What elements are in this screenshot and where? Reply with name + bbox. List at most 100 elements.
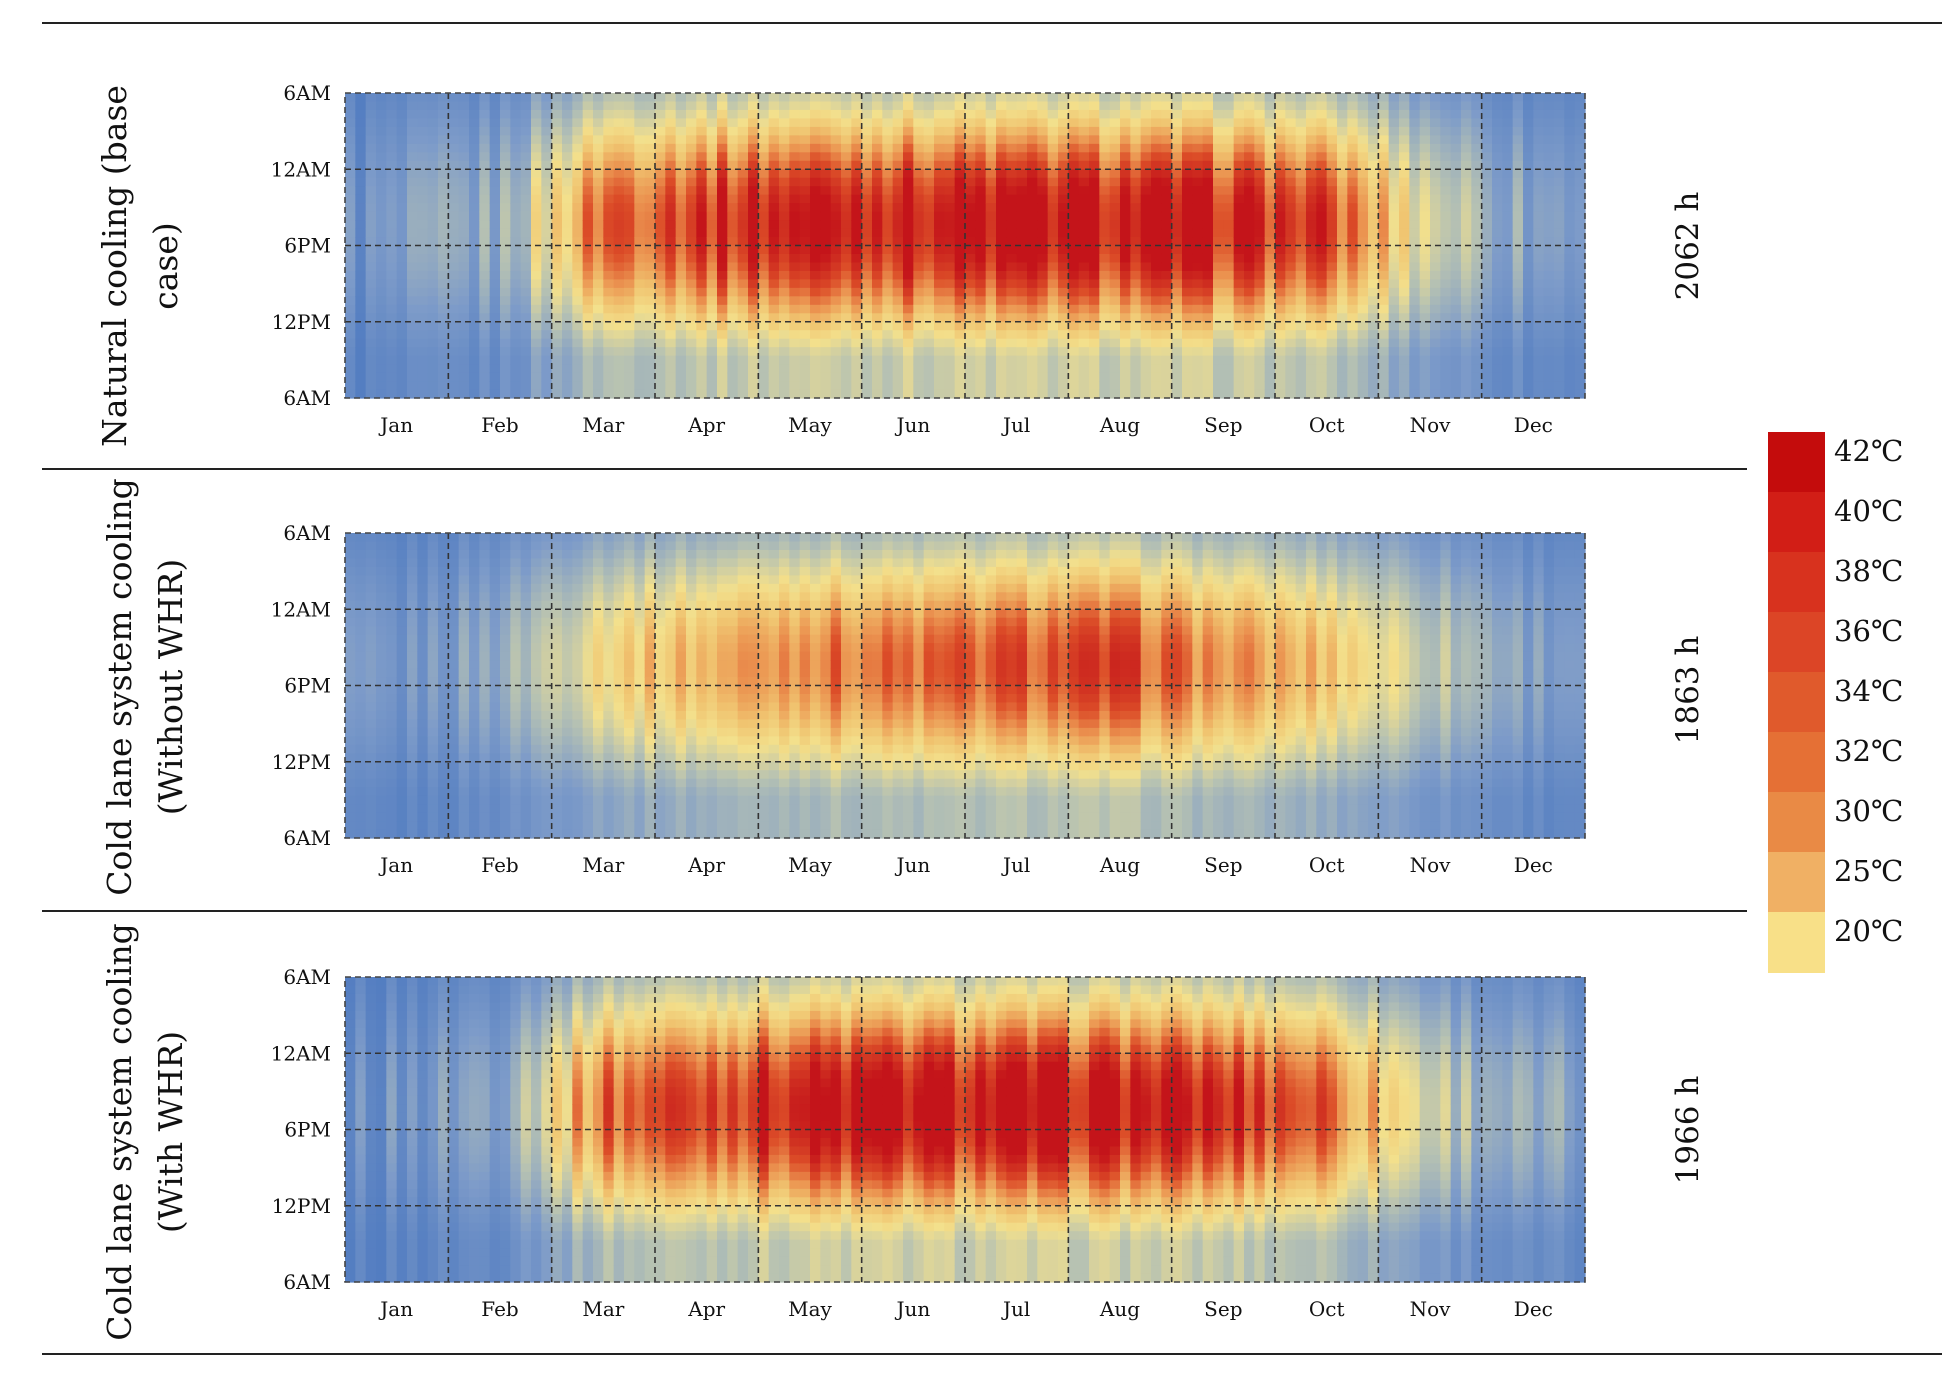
heatmap-cell	[541, 321, 553, 331]
heatmap-cell	[593, 330, 604, 340]
heatmap-cell	[603, 372, 615, 382]
heatmap-cell	[1337, 203, 1348, 213]
heatmap-cell	[1264, 262, 1276, 272]
heatmap-cell	[438, 549, 449, 560]
heatmap-cell	[1481, 287, 1493, 297]
heatmap-cell	[345, 693, 356, 704]
heatmap-cell	[417, 702, 429, 712]
heatmap-cell	[810, 253, 821, 264]
heatmap-cell	[1533, 347, 1545, 357]
heatmap-cell	[1202, 211, 1214, 221]
heatmap-cell	[582, 364, 594, 374]
heatmap-cell	[1357, 101, 1369, 111]
heatmap-cell	[438, 296, 449, 306]
heatmap-cell	[1409, 364, 1421, 374]
heatmap-cell	[965, 152, 976, 162]
heatmap-cell	[1357, 279, 1369, 289]
heatmap-cell	[1130, 270, 1142, 280]
heatmap-cell	[562, 93, 573, 103]
heatmap-cell	[882, 313, 894, 323]
heatmap-cell	[562, 347, 573, 357]
heatmap-cell	[706, 126, 718, 136]
heatmap-cell	[1419, 262, 1431, 272]
heatmap-cell	[376, 313, 387, 323]
heatmap-cell	[1213, 186, 1224, 196]
heatmap-cell	[1316, 118, 1328, 128]
heatmap-cell	[768, 220, 780, 230]
heatmap-cell	[1151, 143, 1162, 153]
heatmap-cell	[830, 160, 842, 170]
heatmap-cell	[934, 279, 945, 289]
heatmap-cell	[944, 262, 956, 272]
heatmap-cell	[1161, 245, 1173, 255]
heatmap-cell	[1492, 279, 1503, 289]
heatmap-cell	[1109, 194, 1121, 204]
heatmap-cell	[593, 203, 604, 213]
heatmap-cell	[479, 744, 491, 754]
heatmap-cell	[1316, 194, 1328, 204]
heatmap-cell	[1502, 364, 1514, 374]
heatmap-cell	[1047, 109, 1059, 120]
heatmap-cell	[355, 744, 367, 754]
heatmap-cell	[1140, 194, 1152, 204]
heatmap-cell	[1275, 118, 1286, 128]
heatmap-cell	[1233, 364, 1245, 374]
heatmap-cell	[717, 262, 728, 272]
heatmap-cell	[1171, 160, 1183, 170]
heatmap-cell	[396, 126, 408, 136]
heatmap-cell	[365, 821, 377, 831]
heatmap-cell	[1223, 262, 1235, 272]
heatmap-cell	[520, 389, 532, 399]
heatmap-cell	[1337, 355, 1348, 365]
heatmap-cell	[923, 211, 935, 221]
heatmap-cell	[1543, 203, 1555, 213]
heatmap-cell	[954, 304, 966, 314]
heatmap-cell	[1213, 228, 1224, 238]
heatmap-cell	[448, 372, 460, 382]
heatmap-cell	[1554, 177, 1565, 187]
heatmap-cell	[531, 101, 542, 111]
heatmap-cell	[810, 101, 821, 111]
heatmap-cell	[1450, 364, 1462, 374]
heatmap-cell	[345, 804, 356, 814]
heatmap-cell	[903, 143, 914, 153]
heatmap-cell	[872, 101, 883, 111]
heatmap-cell	[985, 253, 997, 264]
heatmap-cell	[1099, 355, 1111, 365]
heatmap-cell	[345, 600, 356, 610]
heatmap-cell	[417, 549, 429, 560]
heatmap-cell	[696, 126, 708, 136]
heatmap-cell	[1388, 143, 1400, 153]
heatmap-cell	[1440, 389, 1452, 399]
heatmap-cell	[1378, 109, 1390, 120]
heatmap-cell	[1368, 372, 1379, 382]
heatmap-cell	[1574, 313, 1586, 323]
heatmap-cell	[1233, 237, 1245, 247]
heatmap-cell	[1140, 118, 1152, 128]
heatmap-cell	[1430, 135, 1441, 145]
heatmap-cell	[985, 279, 997, 289]
heatmap-cell	[1492, 126, 1503, 136]
heatmap-cell	[593, 296, 604, 306]
heatmap-cell	[1450, 186, 1462, 196]
heatmap-cell	[1326, 313, 1338, 323]
heatmap-cell	[541, 177, 553, 187]
heatmap-cell	[1337, 109, 1348, 120]
heatmap-cell	[427, 203, 439, 213]
heatmap-cell	[954, 270, 966, 280]
heatmap-cell	[1223, 194, 1235, 204]
heatmap-cell	[520, 228, 532, 238]
heatmap-cell	[520, 160, 532, 170]
heatmap-cell	[365, 575, 377, 585]
heatmap-cell	[1295, 186, 1307, 196]
heatmap-cell	[1182, 237, 1193, 247]
heatmap-cell	[1409, 220, 1421, 230]
heatmap-cell	[1316, 364, 1328, 374]
heatmap-cell	[830, 169, 842, 179]
heatmap-cell	[448, 194, 460, 204]
heatmap-cell	[458, 583, 470, 593]
heatmap-cell	[396, 812, 408, 822]
heatmap-cell	[593, 287, 604, 297]
heatmap-cell	[1130, 321, 1142, 331]
heatmap-cell	[1502, 135, 1514, 145]
